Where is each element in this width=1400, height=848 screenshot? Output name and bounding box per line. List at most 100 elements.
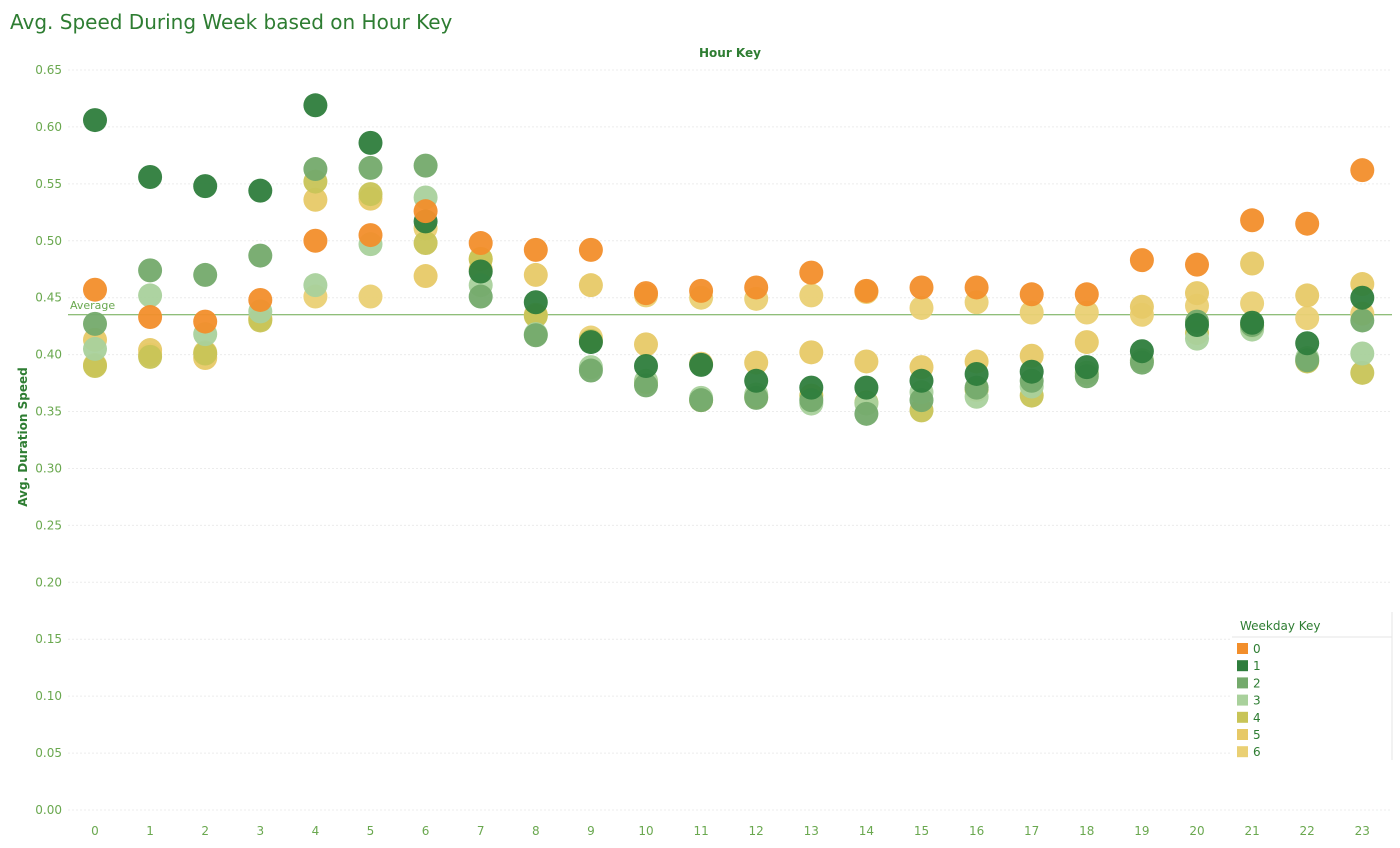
legend-item-label: 2 (1253, 676, 1261, 690)
legend-swatch (1237, 660, 1248, 672)
y-tick-label: 0.35 (35, 405, 62, 419)
x-tick-label: 9 (587, 824, 595, 838)
data-point-weekday-0 (523, 237, 548, 262)
data-point-weekday-6 (799, 283, 824, 308)
data-point-weekday-5 (303, 187, 328, 212)
data-point-weekday-1 (909, 368, 934, 393)
data-point-weekday-2 (358, 155, 383, 180)
x-tick-label: 16 (969, 824, 984, 838)
gridlines (68, 69, 1392, 811)
data-point-weekday-1 (523, 290, 548, 315)
x-tick-label: 13 (804, 824, 819, 838)
y-tick-label: 0.60 (35, 120, 62, 134)
data-point-weekday-0 (1240, 208, 1265, 233)
y-tick-label: 0.15 (35, 632, 62, 646)
legend-swatch (1237, 677, 1248, 689)
data-point-weekday-0 (358, 223, 383, 248)
data-point-weekday-0 (248, 287, 273, 312)
data-point-weekday-1 (1019, 359, 1044, 384)
data-point-weekday-5 (1240, 251, 1265, 276)
legend-title: Weekday Key (1240, 619, 1321, 633)
data-point-weekday-6 (1295, 306, 1320, 331)
data-point-weekday-1 (744, 368, 769, 393)
legend-swatch (1237, 729, 1248, 740)
data-point-weekday-0 (1129, 248, 1154, 273)
data-point-weekday-1 (799, 375, 824, 400)
y-axis-title: Avg. Duration Speed (16, 367, 30, 506)
x-tick-label: 7 (477, 824, 485, 838)
data-point-weekday-2 (248, 243, 273, 268)
data-point-weekday-4 (138, 344, 163, 369)
x-tick-label: 18 (1079, 824, 1094, 838)
data-point-weekday-2 (303, 157, 328, 182)
x-tick-label: 10 (638, 824, 653, 838)
data-point-weekday-1 (1074, 355, 1099, 380)
legend-swatch (1237, 711, 1248, 723)
data-point-weekday-3 (1350, 341, 1375, 366)
data-point-weekday-4 (193, 341, 218, 366)
y-tick-label: 0.05 (35, 746, 62, 760)
legend-item-label: 6 (1253, 745, 1261, 759)
reference-line-label: Average (70, 299, 115, 312)
data-point-weekday-1 (854, 375, 879, 400)
legend-item-label: 3 (1253, 694, 1261, 708)
x-tick-label: 8 (532, 824, 540, 838)
data-point-weekday-1 (1129, 339, 1154, 364)
x-tick-label: 20 (1189, 824, 1204, 838)
x-tick-label: 17 (1024, 824, 1039, 838)
data-point-weekday-0 (744, 275, 769, 300)
x-tick-label: 21 (1244, 824, 1259, 838)
data-point-weekday-0 (468, 231, 493, 256)
x-tick-label: 0 (91, 824, 99, 838)
x-tick-label: 1 (146, 824, 154, 838)
data-point-weekday-2 (413, 153, 438, 178)
chart-title: Avg. Speed During Week based on Hour Key (10, 10, 453, 34)
x-tick-label: 22 (1300, 824, 1315, 838)
x-tick-label: 4 (312, 824, 320, 838)
data-point-weekday-1 (358, 130, 383, 155)
legend-swatch (1237, 694, 1248, 706)
data-point-weekday-2 (523, 323, 548, 348)
data-point-weekday-2 (744, 385, 769, 410)
data-point-weekday-1 (964, 361, 989, 386)
data-point-weekday-6 (1074, 300, 1099, 325)
data-point-weekday-0 (1295, 211, 1320, 236)
data-point-weekday-0 (1019, 282, 1044, 307)
data-point-weekday-6 (1019, 300, 1044, 325)
y-axis-ticks: 0.00 0.05 0.10 0.15 0.20 0.25 0.30 0.35 0.40 0.45… (35, 63, 62, 817)
x-tick-label: 6 (422, 824, 430, 838)
data-point-weekday-5 (1074, 330, 1099, 355)
data-point-weekday-1 (1350, 285, 1375, 310)
data-point-weekday-1 (468, 259, 493, 284)
x-tick-label: 5 (367, 824, 375, 838)
data-point-weekday-4 (1350, 360, 1375, 385)
data-point-weekday-2 (854, 401, 879, 426)
data-point-weekday-2 (909, 388, 934, 413)
data-point-weekday-6 (909, 295, 934, 320)
data-point-weekday-1 (303, 93, 328, 118)
data-point-weekday-5 (744, 350, 769, 375)
x-tick-label: 2 (201, 824, 209, 838)
data-point-weekday-4 (413, 231, 438, 256)
x-tick-label: 3 (256, 824, 264, 838)
data-point-weekday-0 (689, 278, 714, 303)
data-point-weekday-3 (83, 336, 107, 361)
data-point-weekday-5 (523, 262, 548, 287)
data-point-weekday-0 (1185, 252, 1209, 277)
data-point-weekday-1 (138, 165, 163, 190)
x-tick-label: 23 (1355, 824, 1370, 838)
data-point-weekday-0 (303, 228, 328, 253)
data-point-weekday-0 (854, 278, 879, 303)
data-point-weekday-1 (1185, 313, 1209, 338)
reference-line-group: Average (68, 299, 1392, 316)
data-points (83, 93, 1375, 426)
data-point-weekday-0 (1074, 282, 1099, 307)
x-tick-label: 14 (859, 824, 874, 838)
y-tick-label: 0.20 (35, 575, 62, 589)
legend-item-label: 1 (1253, 659, 1261, 673)
data-point-weekday-3 (303, 273, 328, 298)
data-point-weekday-0 (964, 275, 989, 300)
x-tick-label: 19 (1134, 824, 1149, 838)
data-point-weekday-6 (1240, 291, 1265, 316)
